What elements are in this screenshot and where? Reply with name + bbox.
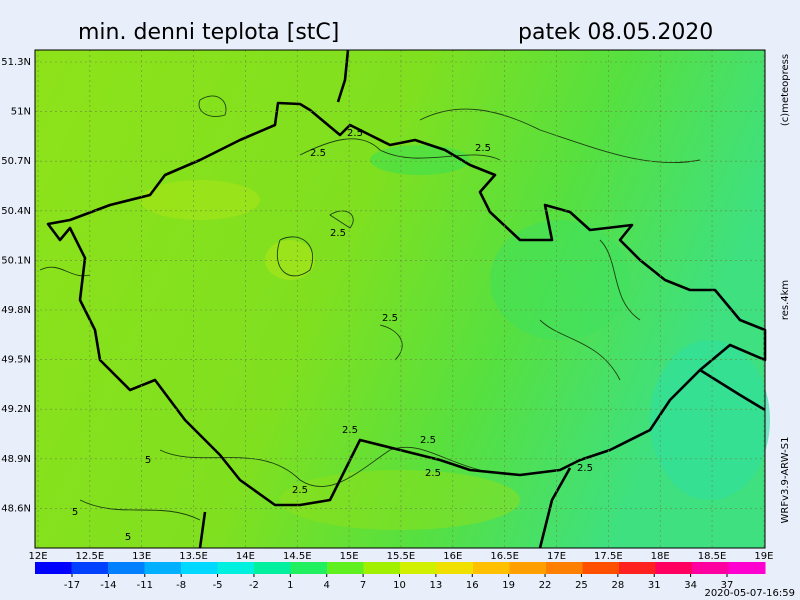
colorbar-tick-label: 10: [393, 580, 406, 591]
colorbar-cell: [546, 562, 583, 574]
colorbar-tick-label: -17: [64, 580, 80, 591]
cool-patch: [490, 220, 630, 340]
lat-label: 51N: [11, 107, 31, 118]
colorbar-tick-label: -14: [100, 580, 116, 591]
lon-label: 13.5E: [179, 551, 208, 562]
lon-label: 12.5E: [76, 551, 105, 562]
lon-label: 17.5E: [594, 551, 623, 562]
colorbar-cell: [363, 562, 401, 574]
lon-label: 18.5E: [698, 551, 727, 562]
colorbar-cell: [290, 562, 328, 574]
contour-label: 5: [72, 507, 78, 518]
colorbar-tick-label: 25: [575, 580, 588, 591]
colorbar-cell: [108, 562, 145, 574]
colorbar-tick-label: -2: [249, 580, 259, 591]
colorbar-tick-label: -11: [137, 580, 153, 591]
warm-patch: [280, 470, 520, 530]
contour-lines: [39, 95, 701, 521]
colorbar-tick-label: 34: [684, 580, 697, 591]
colorbar-cell: [35, 562, 72, 574]
contour-label: 2.5: [347, 128, 363, 139]
colorbar-tick-label: 16: [466, 580, 479, 591]
lat-label: 49.5N: [1, 355, 31, 366]
colorbar-cell: [692, 562, 729, 574]
lon-label: 15.5E: [387, 551, 416, 562]
colorbar-cell: [619, 562, 656, 574]
lat-label: 48.6N: [1, 503, 31, 514]
colorbar-cell: [217, 562, 255, 574]
contour-label: 2.5: [342, 425, 358, 436]
contour-label: 2.5: [292, 485, 308, 496]
contour-labels: 2.5 2.5 2.5 2.5 2.5 2.5 2.5 2.5 2.5 2.5 5 5 5: [72, 128, 593, 543]
lat-label: 49.2N: [1, 404, 31, 415]
contour-label: 2.5: [330, 228, 346, 239]
colorbar-cell: [655, 562, 693, 574]
copyright: (c)meteopress: [780, 54, 791, 126]
colorbar-cell: [473, 562, 510, 574]
colorbar-tick-label: -8: [176, 580, 186, 591]
graticule: [35, 50, 765, 548]
cool-patch: [650, 340, 770, 500]
colorbar-tick-label: 13: [430, 580, 443, 591]
colorbar-tick-label: 19: [502, 580, 515, 591]
map-title: min. denni teplota [stC]: [78, 20, 339, 45]
resolution: res.4km: [780, 280, 791, 320]
lat-label: 51.3N: [1, 57, 31, 68]
country-borders: [46, 49, 767, 549]
temperature-field: [35, 50, 765, 548]
contour-label: 2.5: [420, 435, 436, 446]
lat-label: 49.8N: [1, 305, 31, 316]
colorbar-tick-label: -5: [213, 580, 223, 591]
contour-label: 2.5: [475, 143, 491, 154]
lon-label: 12E: [28, 551, 47, 562]
model-name: WRFv3.9-ARW-S1: [780, 437, 791, 524]
colorbar-cell: [254, 562, 291, 574]
colorbar-tick-label: 37: [721, 580, 734, 591]
contour-label: 2.5: [382, 313, 398, 324]
colorbar-tick-label: 31: [648, 580, 661, 591]
colorbar-cell: [144, 562, 182, 574]
lon-label: 17E: [547, 551, 566, 562]
warm-patch: [265, 240, 315, 280]
colorbar-tick-label: 4: [324, 580, 330, 591]
contour-label: 5: [145, 455, 151, 466]
lon-label: 14.5E: [283, 551, 312, 562]
colorbar-cell: [400, 562, 437, 574]
contour-label: 2.5: [310, 148, 326, 159]
colorbar-cell: [728, 562, 766, 574]
colorbar-cell: [181, 562, 218, 574]
cool-patch: [370, 145, 470, 175]
lon-label: 19E: [754, 551, 773, 562]
lon-label: 16.5E: [490, 551, 519, 562]
map-area: 2.5 2.5 2.5 2.5 2.5 2.5 2.5 2.5 2.5 2.5 5 5 5: [34, 49, 770, 549]
colorbar-tick-label: 22: [539, 580, 552, 591]
contour-label: 5: [125, 532, 131, 543]
lon-label: 15E: [340, 551, 359, 562]
lon-label: 18E: [651, 551, 670, 562]
colorbar-cell: [436, 562, 474, 574]
colorbar-cell: [509, 562, 547, 574]
colorbar-cell: [71, 562, 109, 574]
lat-label: 48.9N: [1, 454, 31, 465]
lon-label: 16E: [443, 551, 462, 562]
colorbar-cell: [582, 562, 620, 574]
warm-patch: [140, 180, 260, 220]
lat-label: 50.4N: [1, 206, 31, 217]
colorbar-cell: [327, 562, 364, 574]
colorbar: -17 -14 -11 -8 -5 -2 1 4 7 10 13 16 19 22 25 28 31 34 37: [35, 562, 766, 591]
contour-label: 2.5: [577, 463, 593, 474]
lat-label: 50.1N: [1, 255, 31, 266]
lat-label: 50.7N: [1, 156, 31, 167]
lon-label: 13E: [132, 551, 151, 562]
colorbar-tick-label: 7: [360, 580, 366, 591]
map-frame: [34, 49, 766, 549]
lon-label: 14E: [236, 551, 255, 562]
timestamp: 2020-05-07-16:59: [704, 588, 795, 599]
colorbar-tick-label: 28: [611, 580, 624, 591]
colorbar-tick-label: 1: [287, 580, 293, 591]
map-date: patek 08.05.2020: [518, 20, 713, 45]
contour-label: 2.5: [425, 468, 441, 479]
